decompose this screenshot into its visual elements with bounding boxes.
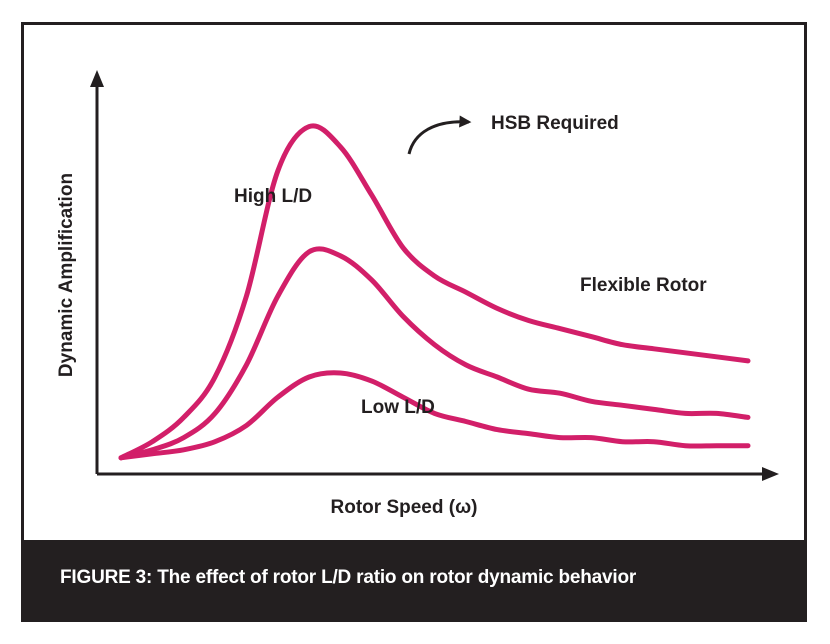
annotation-low-ld: Low L/D <box>361 397 435 418</box>
figure-frame: Rotor Speed (ω) Dynamic Amplification Hi… <box>21 22 807 622</box>
hsb-arrow <box>407 115 472 155</box>
figure-caption: FIGURE 3: The effect of rotor L/D ratio … <box>60 567 637 588</box>
series-line-1 <box>118 246 751 461</box>
annotation-hsb-required: HSB Required <box>491 113 619 134</box>
chart: Rotor Speed (ω) Dynamic Amplification Hi… <box>56 70 779 518</box>
annotation-high-ld: High L/D <box>234 186 312 207</box>
caption-bar: FIGURE 3: The effect of rotor L/D ratio … <box>24 540 804 619</box>
annotation-flexible-rotor: Flexible Rotor <box>580 275 707 296</box>
series-line-0 <box>118 123 751 461</box>
x-axis-arrowhead <box>762 467 779 481</box>
series-layer <box>118 123 751 461</box>
axes <box>90 70 779 481</box>
x-axis-label: Rotor Speed (ω) <box>331 497 478 518</box>
y-axis-label: Dynamic Amplification <box>56 173 77 377</box>
series-line-2 <box>118 370 751 461</box>
y-axis-arrowhead <box>90 70 104 87</box>
